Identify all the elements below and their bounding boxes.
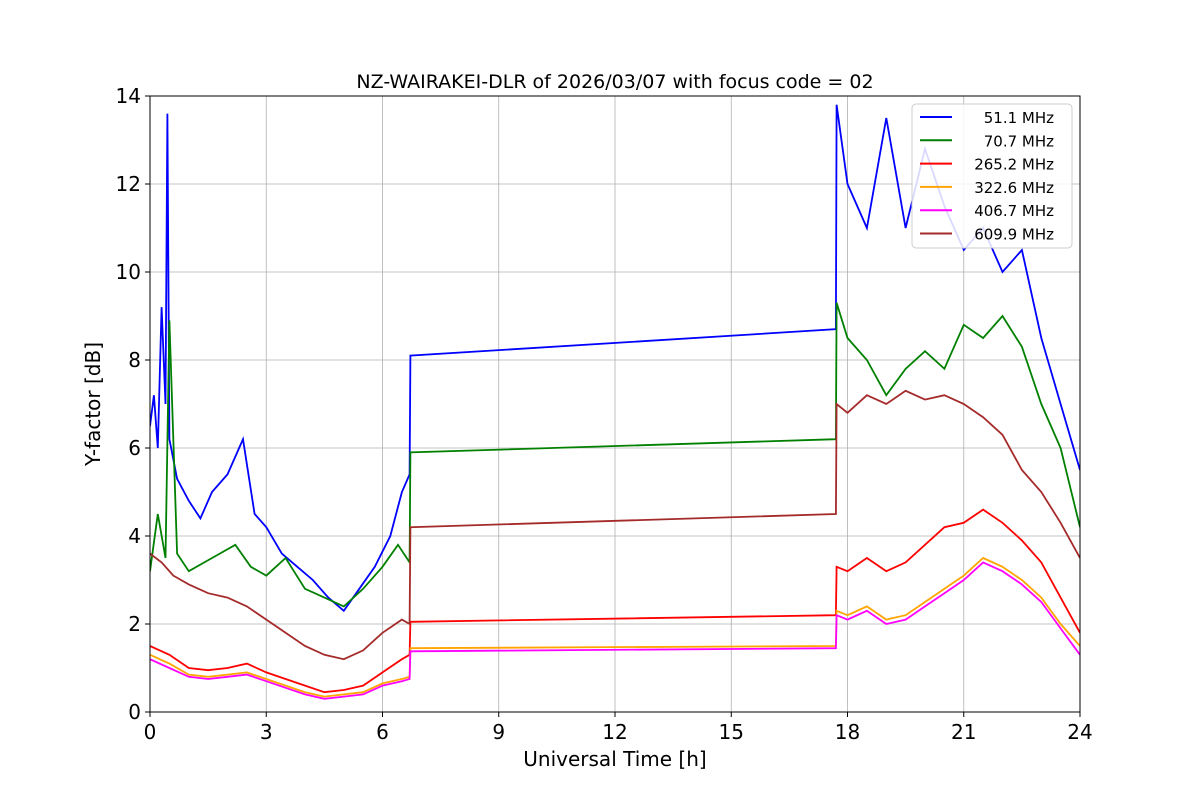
chart-title: NZ-WAIRAKEI-DLR of 2026/03/07 with focus…	[356, 71, 873, 93]
y-tick-label: 12	[116, 172, 141, 196]
y-tick-label: 6	[128, 436, 141, 460]
x-tick-label: 6	[376, 720, 389, 744]
series-line-322-6-mhz	[150, 556, 1080, 698]
legend-label: 70.7 MHz	[984, 132, 1054, 150]
x-tick-label: 0	[144, 720, 157, 744]
x-tick-label: 3	[260, 720, 273, 744]
x-tick-label: 24	[1067, 720, 1092, 744]
legend: 51.1 MHz 70.7 MHz 265.2 MHz 322.6 MHz 406.7 …	[911, 103, 1073, 249]
x-tick-label: 12	[602, 720, 627, 744]
series-line-406-7-mhz	[150, 561, 1080, 700]
x-axis-label: Universal Time [h]	[523, 747, 706, 771]
series-line-609-9-mhz	[150, 389, 1080, 661]
x-tick-label: 9	[492, 720, 505, 744]
legend-label: 609.9 MHz	[974, 226, 1054, 244]
x-tick-label: 15	[719, 720, 744, 744]
data-series	[150, 104, 1080, 700]
series-line-70-7-mhz	[150, 302, 1080, 608]
y-tick-label: 14	[116, 84, 141, 108]
legend-label: 265.2 MHz	[974, 156, 1054, 174]
x-tick-label: 21	[951, 720, 976, 744]
legend-label: 51.1 MHz	[984, 109, 1054, 127]
y-tick-label: 10	[116, 260, 141, 284]
y-tick-label: 2	[128, 612, 141, 636]
y-axis-label: Y-factor [dB]	[81, 342, 105, 467]
y-tick-label: 8	[128, 348, 141, 372]
legend-label: 322.6 MHz	[974, 179, 1054, 197]
y-tick-label: 0	[128, 700, 141, 724]
x-tick-label: 18	[835, 720, 860, 744]
y-tick-label: 4	[128, 524, 141, 548]
legend-label: 406.7 MHz	[974, 202, 1054, 220]
